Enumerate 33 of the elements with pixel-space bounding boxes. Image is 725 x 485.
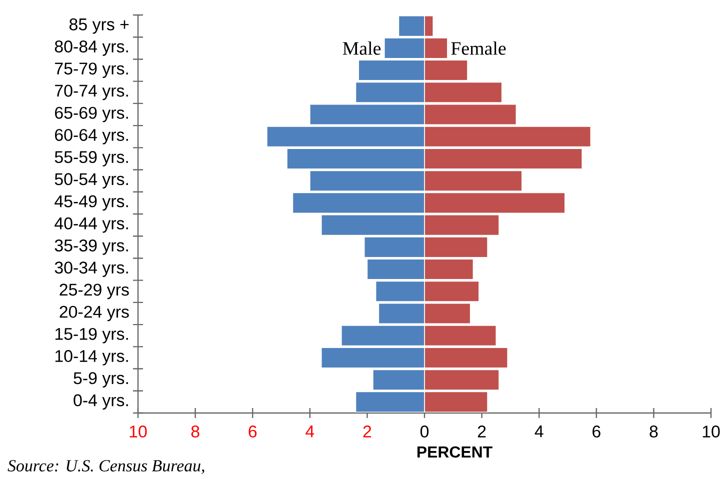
y-tick-label: 5-9 yrs. bbox=[74, 372, 128, 388]
y-tick-label: 35-39 yrs. bbox=[54, 240, 128, 255]
y-tick-label: 65-69 yrs. bbox=[55, 106, 128, 122]
y-tick-label: 45-49 yrs. bbox=[54, 195, 128, 211]
y-tick-label: 60-64 yrs. bbox=[55, 128, 128, 144]
x-tick-label: 10 bbox=[130, 426, 147, 438]
y-tick-label: 80-84 yrs. bbox=[54, 40, 128, 56]
y-tick-label: 75-79 yrs. bbox=[55, 62, 128, 78]
y-tick-label: 30-34 yrs. bbox=[54, 262, 128, 277]
y-tick-label: 50-54 yrs. bbox=[54, 173, 128, 189]
x-tick-label: 10 bbox=[702, 426, 720, 438]
x-tick-label: 6 bbox=[248, 426, 257, 438]
y-tick-label: 15-19 yrs. bbox=[55, 328, 128, 344]
y-tick-label: 40-44 yrs. bbox=[54, 217, 128, 233]
series-label: Male bbox=[342, 42, 381, 55]
y-tick-label: 85 yrs + bbox=[69, 18, 129, 34]
x-tick-label: 0 bbox=[420, 426, 429, 438]
x-tick-label: 8 bbox=[191, 426, 200, 438]
y-tick-label: 55-59 yrs. bbox=[54, 151, 128, 166]
y-tick-label: 10-14 yrs. bbox=[55, 350, 128, 366]
x-axis-title: PERCENT bbox=[417, 446, 492, 458]
y-tick-label: 0-4 yrs. bbox=[74, 394, 128, 410]
x-tick-label: 4 bbox=[534, 426, 544, 438]
y-tick-label: 70-74 yrs. bbox=[55, 84, 128, 100]
x-tick-label: 8 bbox=[650, 426, 658, 438]
y-tick-label: 20-24 yrs bbox=[60, 306, 129, 322]
x-tick-label: 2 bbox=[363, 426, 372, 438]
series-label: Female bbox=[451, 42, 506, 55]
x-tick-label: 2 bbox=[478, 426, 486, 438]
x-tick-label: 4 bbox=[306, 426, 314, 438]
y-tick-label: 25-29 yrs bbox=[60, 284, 129, 300]
source-note: Source: U.S. Census Bureau, bbox=[8, 460, 204, 474]
x-tick-label: 6 bbox=[592, 426, 600, 438]
